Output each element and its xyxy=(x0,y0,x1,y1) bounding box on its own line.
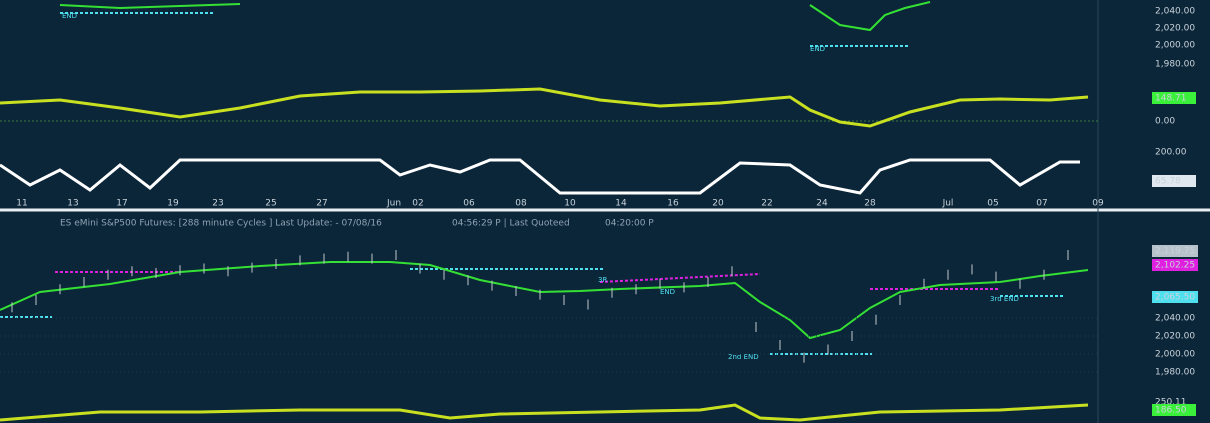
date-label: 19 xyxy=(167,199,179,209)
date-label: 07 xyxy=(1036,199,1047,209)
badge xyxy=(1152,404,1196,416)
price-axis-label: 1,980.00 xyxy=(1155,368,1195,378)
date-label: Jun xyxy=(386,199,401,209)
price-axis-label: 2,040.00 xyxy=(1155,314,1195,324)
date-label: 13 xyxy=(67,199,78,209)
date-label: 20 xyxy=(712,199,724,209)
target-line xyxy=(599,273,761,283)
price-axis-label: 2,020.00 xyxy=(1155,332,1195,342)
header-update: 04:56:29 P | Last Quoteed xyxy=(452,219,570,229)
date-label: 17 xyxy=(116,199,127,209)
date-label: 23 xyxy=(212,199,223,209)
ma-line xyxy=(59,3,241,10)
cycle-axis-label: 200.00 xyxy=(1155,148,1187,158)
badge xyxy=(1152,175,1196,187)
oscillator-line xyxy=(0,87,1089,128)
badge xyxy=(1152,245,1198,257)
ma-line xyxy=(809,1,931,32)
date-label: 24 xyxy=(816,199,828,209)
cycle-badge: 65.78 xyxy=(1155,177,1181,187)
price-axis-label: 2,000.00 xyxy=(1155,350,1195,360)
end-label: END xyxy=(810,45,825,53)
end-label: 3rd END xyxy=(990,295,1019,303)
date-label: 08 xyxy=(515,199,527,209)
date-label: 14 xyxy=(615,199,627,209)
header-symbol: ES eMini S&P500 Futures: [288 minute Cyc… xyxy=(60,219,382,229)
date-label: 06 xyxy=(463,199,475,209)
date-label: 28 xyxy=(864,199,876,209)
oscillator-axis-label: 250.11 xyxy=(1155,398,1187,408)
cycle-line xyxy=(0,158,1080,195)
price-axis-label: 1,980.00 xyxy=(1155,60,1195,70)
date-label: 02 xyxy=(412,199,423,209)
oscillator-badge: 186.50 xyxy=(1155,406,1187,416)
end-label: END xyxy=(62,12,77,20)
date-label: 27 xyxy=(316,199,327,209)
date-label: Jul xyxy=(942,199,954,209)
price-badge: 2,102.25 xyxy=(1155,261,1195,271)
header-quote: 04:20:00 P xyxy=(605,219,654,229)
oscillator-axis-label: 0.00 xyxy=(1155,117,1175,127)
badge xyxy=(1152,291,1198,303)
cycle-label: 3R xyxy=(598,276,607,284)
price-badge: 2,119.75 xyxy=(1155,247,1195,257)
price-axis-label: 2,020.00 xyxy=(1155,24,1195,34)
date-label: 16 xyxy=(667,199,679,209)
date-label: 05 xyxy=(987,199,998,209)
price-badge: 2,065.50 xyxy=(1155,293,1195,303)
date-label: 10 xyxy=(564,199,576,209)
date-label: 25 xyxy=(265,199,276,209)
end-label: END xyxy=(660,288,675,296)
oscillator-line xyxy=(0,403,1089,422)
price-axis-label: 2,000.00 xyxy=(1155,41,1195,51)
date-label: 22 xyxy=(761,199,772,209)
date-label: 11 xyxy=(16,199,27,209)
date-label: 09 xyxy=(1092,199,1104,209)
badge xyxy=(1152,92,1196,104)
badge xyxy=(1152,259,1198,271)
end-label: 2nd END xyxy=(728,353,759,361)
oscillator-badge: 148.71 xyxy=(1155,94,1187,104)
price-axis-label: 2,040.00 xyxy=(1155,7,1195,17)
